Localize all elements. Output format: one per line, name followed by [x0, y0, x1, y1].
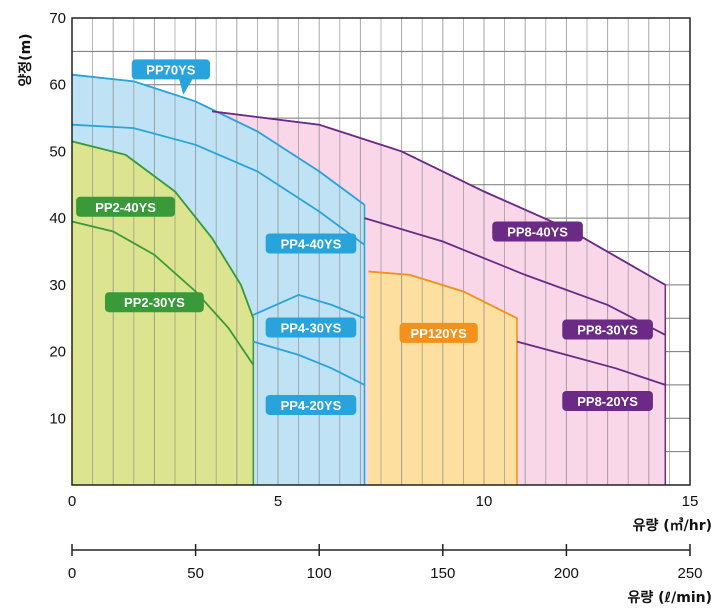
label-pp2-40ys: PP2-40YS: [76, 196, 175, 217]
label-badge: [265, 233, 357, 254]
label-pointer: [178, 78, 193, 95]
curve-pp8-40ys: [211, 110, 666, 286]
secondary-x-tick-label: 200: [554, 565, 579, 582]
y-tick-label: 10: [49, 410, 66, 427]
label-badge: [562, 390, 653, 411]
curve-pp4-20ys: [253, 340, 365, 386]
label-pp4-40ys: PP4-40YS: [265, 233, 357, 254]
label-badge: [399, 322, 478, 343]
x-tick-label: 5: [274, 493, 282, 510]
label-text: PP70YS: [146, 62, 195, 77]
label-text: PP8-20YS: [577, 394, 638, 409]
label-pp8-20ys: PP8-20YS: [562, 390, 653, 411]
y-tick-label: 40: [49, 210, 66, 227]
secondary-x-tick-label: 50: [187, 565, 204, 582]
label-badge: [265, 394, 357, 415]
label-text: PP8-30YS: [577, 323, 638, 338]
x-tick-label: 10: [476, 493, 493, 510]
label-pp4-30ys: PP4-30YS: [265, 317, 357, 338]
curve-pp120ys: [368, 270, 518, 320]
curve-pp8-20ys: [516, 340, 666, 386]
label-text: PP120YS: [410, 326, 467, 341]
series-labels: PP70YS PP2-40YS PP2-30YS PP4-40YS PP4-30YS PP…: [76, 59, 653, 415]
y-tick-label: 30: [49, 277, 66, 294]
y-tick-label: 20: [49, 344, 66, 361]
plot-frame: [71, 17, 691, 486]
region-pp2: [72, 141, 254, 485]
label-badge: [131, 59, 211, 80]
label-pp4-20ys: PP4-20YS: [265, 394, 357, 415]
curve-pp4-40ys: [71, 123, 366, 246]
label-badge: [265, 317, 357, 338]
label-text: PP4-20YS: [281, 398, 342, 413]
y-tick-label: 70: [49, 10, 66, 27]
label-text: PP4-40YS: [281, 236, 342, 251]
performance-curves: [71, 73, 666, 386]
secondary-x-tick-label: 0: [68, 565, 76, 582]
y-tick-label: 60: [49, 77, 66, 94]
secondary-x-tick-label: 250: [677, 565, 702, 582]
label-badge: [562, 319, 653, 340]
label-pp2-30ys: PP2-30YS: [104, 292, 204, 313]
label-text: PP4-30YS: [281, 321, 342, 336]
label-badge: [76, 196, 175, 217]
label-text: PP2-30YS: [124, 295, 185, 310]
x-tick-label: 15: [682, 493, 699, 510]
x-tick-label: 0: [68, 493, 76, 510]
x-axis-title: 유량 (㎥/hr): [633, 517, 712, 534]
curve-pp4-30ys: [252, 293, 365, 320]
x-axis-secondary-title: 유량 (ℓ/min): [627, 590, 712, 606]
label-text: PP8-40YS: [507, 224, 568, 239]
curve-pp2-40ys: [71, 140, 255, 319]
label-pp8-30ys: PP8-30YS: [562, 319, 653, 340]
secondary-x-tick-label: 100: [307, 565, 332, 582]
label-badge: [104, 292, 204, 313]
y-tick-label: 50: [49, 143, 66, 160]
label-pp70ys: PP70YS: [131, 59, 211, 95]
label-pp8-40ys: PP8-40YS: [492, 221, 583, 242]
label-text: PP2-40YS: [95, 200, 156, 215]
secondary-x-tick-label: 150: [430, 565, 455, 582]
curve-pp8-30ys: [364, 217, 666, 336]
y-axis-title: 양정(m): [17, 33, 34, 86]
curve-pp70ys: [71, 73, 366, 206]
curve-pp2-30ys: [71, 220, 255, 366]
label-pp120ys: PP120YS: [399, 322, 478, 343]
label-badge: [492, 221, 583, 242]
